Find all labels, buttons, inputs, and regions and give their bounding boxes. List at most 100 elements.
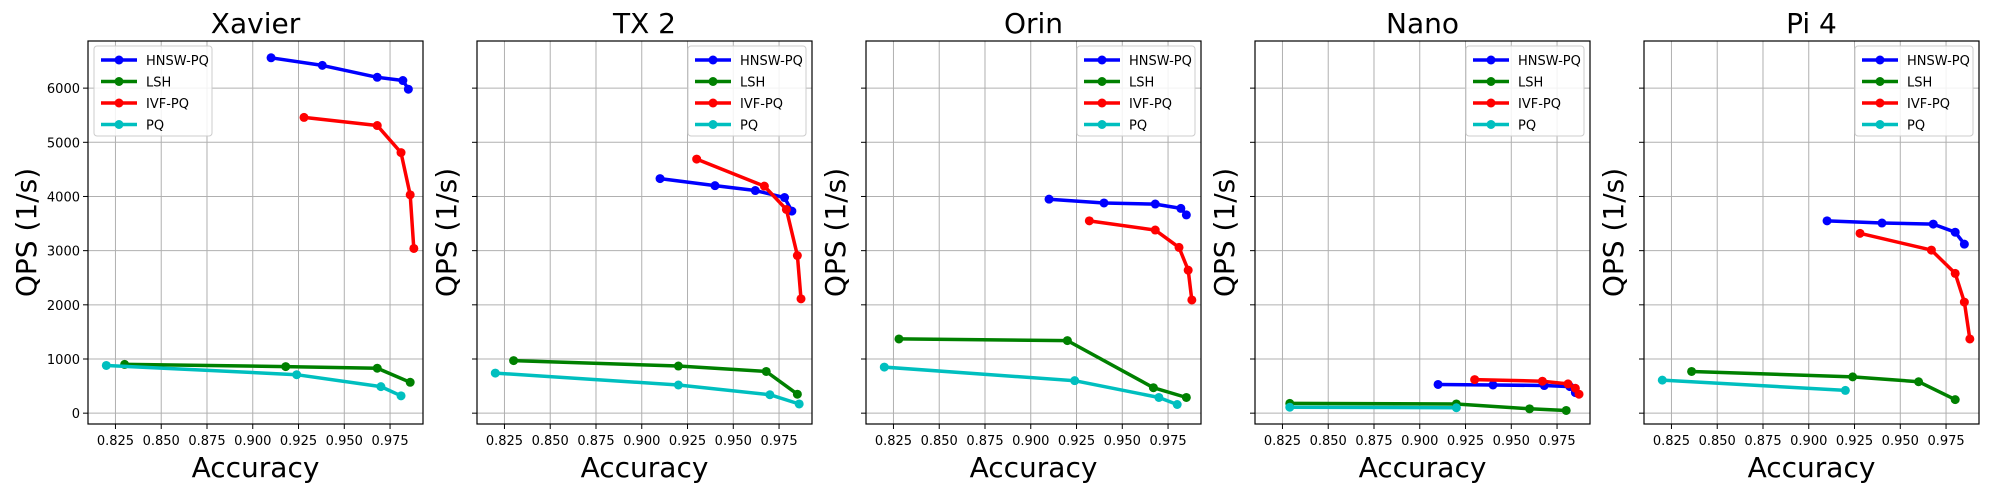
- x-tick-label: 0.925: [280, 434, 317, 449]
- data-point: [281, 362, 291, 372]
- chart-panel-4: 0.825 0.850 0.875 0.900 0.925 0.950 0.975 Nano A…: [1208, 7, 1591, 484]
- data-point: [879, 362, 889, 372]
- data-point: [1099, 198, 1109, 208]
- data-point: [490, 368, 500, 378]
- legend-label: LSH: [740, 76, 765, 91]
- x-tick-label: 0.875: [1355, 434, 1392, 449]
- data-point: [372, 363, 382, 373]
- series-line-lsh: [1689, 369, 1957, 402]
- data-point: [101, 360, 111, 370]
- legend-marker: [1486, 120, 1496, 129]
- data-point: [1537, 376, 1547, 386]
- legend: HNSW-PQ LSH IVF-PQ PQ: [1076, 45, 1196, 137]
- legend-label: HNSW-PQ: [1518, 54, 1581, 69]
- x-tick-label: 0.825: [875, 434, 912, 449]
- x-tick-label: 0.925: [1447, 434, 1484, 449]
- x-tick-label: 0.925: [1836, 434, 1873, 449]
- x-tick-label: 0.825: [486, 434, 523, 449]
- data-point: [1950, 395, 1960, 405]
- chart-panel-2: 0.825 0.850 0.875 0.900 0.925 0.950 0.975 TX 2 A…: [430, 7, 813, 484]
- data-point: [398, 76, 408, 86]
- legend-box: [687, 45, 807, 137]
- legend-label: PQ: [146, 119, 164, 134]
- data-point: [1959, 239, 1969, 249]
- data-point: [317, 60, 327, 70]
- data-point: [710, 181, 720, 191]
- series-line-ivf-pq: [1087, 219, 1194, 302]
- y-axis-label: QPS (1/s): [430, 168, 463, 297]
- series-line-pq: [104, 363, 403, 398]
- x-tick-label: 0.850: [921, 434, 958, 449]
- x-tick-label: 0.850: [1699, 434, 1736, 449]
- series-line-pq: [493, 371, 801, 406]
- series-line-hnsw-pq: [1436, 382, 1578, 395]
- y-tick-label: 2000: [47, 299, 80, 314]
- data-point: [1181, 210, 1191, 220]
- y-tick-label: 3000: [47, 245, 80, 260]
- legend-label: IVF-PQ: [1907, 97, 1950, 112]
- series-line-pq: [882, 365, 1179, 407]
- data-point: [1172, 399, 1182, 409]
- x-tick-label: 0.975: [1149, 434, 1186, 449]
- data-point: [796, 294, 806, 304]
- x-tick-label: 0.950: [715, 434, 752, 449]
- y-axis-label: QPS (1/s): [10, 168, 43, 297]
- plot-frame: [1643, 40, 1980, 425]
- legend-label: HNSW-PQ: [1129, 54, 1192, 69]
- x-tick-label: 0.850: [143, 434, 180, 449]
- data-point: [1433, 379, 1443, 389]
- data-point: [1181, 392, 1191, 402]
- data-point: [750, 186, 760, 196]
- legend-marker: [114, 120, 124, 129]
- legend-label: LSH: [1129, 76, 1154, 91]
- chart-title: Orin: [1004, 7, 1063, 40]
- data-point: [1070, 376, 1080, 386]
- data-point: [403, 84, 413, 94]
- x-tick-label: 0.950: [326, 434, 363, 449]
- series-line-ivf-pq: [694, 157, 803, 301]
- data-point: [1926, 245, 1936, 255]
- x-tick-label: 0.950: [1882, 434, 1919, 449]
- chart-panel-1: 0.825 0.850 0.875 0.900 0.925 0.950 0.975 0 1000…: [10, 7, 424, 484]
- y-tick-label: 5000: [47, 136, 80, 151]
- data-point: [1176, 203, 1186, 213]
- legend-label: IVF-PQ: [1518, 97, 1561, 112]
- legend-marker: [708, 98, 718, 108]
- series-line-ivf-pq: [302, 115, 416, 251]
- data-point: [673, 380, 683, 390]
- data-point: [894, 334, 904, 344]
- data-point: [781, 204, 791, 214]
- data-point: [405, 377, 415, 387]
- x-tick-label: 0.900: [1790, 434, 1827, 449]
- data-point: [1044, 194, 1054, 204]
- x-tick-label: 0.875: [1744, 434, 1781, 449]
- series-line-lsh: [1288, 401, 1568, 413]
- x-tick-label: 0.875: [188, 434, 225, 449]
- x-tick-label: 0.825: [1264, 434, 1301, 449]
- chart-title: Xavier: [211, 7, 301, 40]
- data-point: [1574, 389, 1584, 399]
- data-point: [409, 243, 419, 253]
- y-tick-label: 4000: [47, 190, 80, 205]
- legend-marker: [1097, 98, 1107, 108]
- legend-label: PQ: [1129, 119, 1147, 134]
- x-axis-label: Accuracy: [1359, 451, 1487, 484]
- x-tick-label: 0.850: [1310, 434, 1347, 449]
- x-tick-label: 0.850: [532, 434, 569, 449]
- plot-frame: [87, 40, 424, 425]
- data-point: [1154, 392, 1164, 402]
- data-point: [692, 154, 702, 164]
- x-tick-label: 0.825: [1653, 434, 1690, 449]
- x-tick-label: 0.875: [966, 434, 1003, 449]
- chart-panel-3: 0.825 0.850 0.875 0.900 0.925 0.950 0.975 Orin A…: [819, 7, 1202, 484]
- x-tick-label: 0.950: [1493, 434, 1530, 449]
- x-tick-label: 0.975: [371, 434, 408, 449]
- series-line-hnsw-pq: [269, 56, 411, 91]
- legend-marker: [114, 77, 124, 86]
- legend-marker: [1875, 120, 1885, 129]
- data-point: [1950, 268, 1960, 278]
- data-point: [1914, 377, 1924, 387]
- data-point: [1848, 372, 1858, 382]
- series-line-pq: [1288, 405, 1459, 410]
- legend-marker: [1875, 98, 1885, 108]
